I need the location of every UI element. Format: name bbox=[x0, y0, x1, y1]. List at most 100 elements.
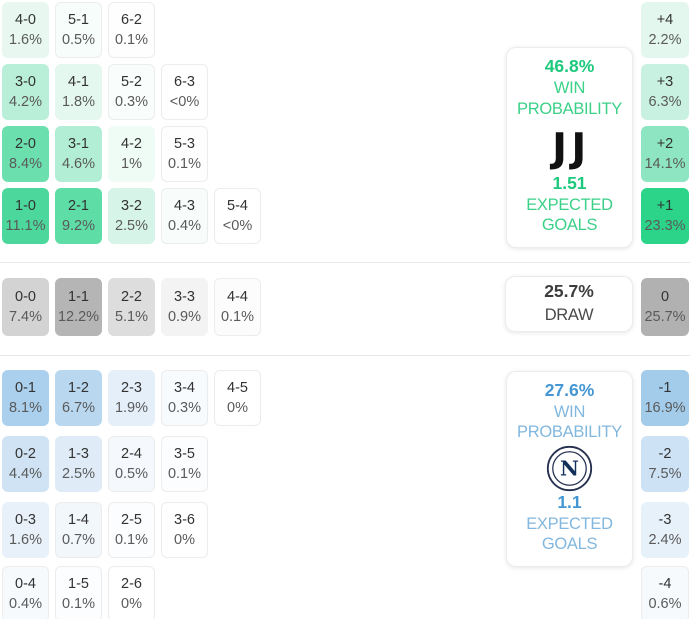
cell-score-label: 3-2 bbox=[121, 198, 142, 214]
goal-diff-cell-plusminus-2: +2 14.1% bbox=[641, 126, 689, 182]
section-divider bbox=[0, 262, 690, 263]
home-expected-goals-label: EXPECTED GOALS bbox=[526, 195, 613, 235]
cell-probability: 0.6% bbox=[648, 595, 682, 612]
score-cell-5-1: 5-1 0.5% bbox=[55, 2, 102, 58]
cell-probability: 4.4% bbox=[8, 465, 43, 482]
goal-diff-cell-0: 0 25.7% bbox=[641, 278, 689, 336]
score-cell-4-2: 4-2 1% bbox=[108, 126, 155, 182]
score-cell-4-1: 4-1 1.8% bbox=[55, 64, 102, 120]
cell-score-label: 0-2 bbox=[15, 446, 36, 462]
cell-probability: 7.4% bbox=[8, 308, 43, 325]
cell-score-label: 2-1 bbox=[68, 198, 89, 214]
score-cell-5-2: 5-2 0.3% bbox=[108, 64, 155, 120]
cell-probability: 2.4% bbox=[648, 531, 682, 548]
cell-score-label: 4-0 bbox=[15, 12, 36, 28]
score-cell-1-0: 1-0 11.1% bbox=[2, 188, 49, 244]
cell-probability: 5.1% bbox=[114, 308, 149, 325]
cell-probability: 0% bbox=[174, 531, 195, 548]
juventus-logo: J J bbox=[546, 122, 594, 172]
cell-score-label: +2 bbox=[656, 136, 674, 152]
away-win-probability-value: 27.6% bbox=[544, 380, 595, 400]
cell-score-label: +3 bbox=[656, 74, 674, 90]
cell-score-label: 5-2 bbox=[121, 74, 142, 90]
cell-probability: 25.7% bbox=[644, 308, 686, 325]
cell-score-label: 5-3 bbox=[174, 136, 195, 152]
score-cell-4-3: 4-3 0.4% bbox=[161, 188, 208, 244]
section-divider bbox=[0, 355, 690, 356]
score-cell-5-4: 5-4 <0% bbox=[214, 188, 261, 244]
away-expected-goals-label: EXPECTED GOALS bbox=[526, 514, 613, 554]
cell-score-label: 1-0 bbox=[15, 198, 36, 214]
cell-probability: 1.6% bbox=[8, 31, 43, 48]
cell-probability: 2.5% bbox=[61, 465, 96, 482]
cell-score-label: 0-3 bbox=[15, 512, 36, 528]
goal-diff-cell-plusminus-4: +4 2.2% bbox=[641, 2, 689, 58]
cell-score-label: -1 bbox=[658, 380, 672, 396]
score-cell-2-5: 2-5 0.1% bbox=[108, 502, 155, 558]
score-cell-0-0: 0-0 7.4% bbox=[2, 278, 49, 336]
score-cell-3-3: 3-3 0.9% bbox=[161, 278, 208, 336]
cell-score-label: 4-5 bbox=[227, 380, 248, 396]
cell-probability: 6.3% bbox=[648, 93, 682, 110]
score-cell-1-4: 1-4 0.7% bbox=[55, 502, 102, 558]
score-cell-0-4: 0-4 0.4% bbox=[2, 566, 49, 619]
home-win-probability-label: WIN PROBABILITY bbox=[517, 79, 622, 118]
cell-score-label: 3-4 bbox=[174, 380, 195, 396]
score-cell-2-2: 2-2 5.1% bbox=[108, 278, 155, 336]
goal-diff-cell-minus-4: -4 0.6% bbox=[641, 566, 689, 619]
cell-probability: 11.1% bbox=[5, 217, 46, 234]
home-win-panel: 46.8% WIN PROBABILITY J J 1.51 EXPECTED … bbox=[506, 47, 633, 248]
cell-probability: 14.1% bbox=[644, 155, 686, 172]
cell-probability: 0.1% bbox=[61, 595, 96, 612]
cell-score-label: +4 bbox=[656, 12, 674, 28]
cell-probability: 12.2% bbox=[57, 308, 100, 325]
svg-text:N: N bbox=[560, 455, 579, 480]
cell-score-label: 1-1 bbox=[68, 289, 89, 305]
cell-score-label: 0-0 bbox=[15, 289, 36, 305]
cell-score-label: 4-2 bbox=[121, 136, 142, 152]
score-cell-3-0: 3-0 4.2% bbox=[2, 64, 49, 120]
cell-score-label: 2-0 bbox=[15, 136, 36, 152]
goal-diff-cell-minus-2: -2 7.5% bbox=[641, 436, 689, 492]
draw-label: DRAW bbox=[544, 306, 594, 325]
cell-probability: 23.3% bbox=[644, 217, 686, 234]
score-cell-1-5: 1-5 0.1% bbox=[55, 566, 102, 619]
cell-probability: 0.1% bbox=[114, 531, 149, 548]
score-cell-5-3: 5-3 0.1% bbox=[161, 126, 208, 182]
cell-score-label: 1-5 bbox=[68, 576, 89, 592]
score-cell-4-4: 4-4 0.1% bbox=[214, 278, 261, 336]
score-cell-0-2: 0-2 4.4% bbox=[2, 436, 49, 492]
cell-score-label: 3-0 bbox=[15, 74, 36, 90]
score-cell-0-1: 0-1 8.1% bbox=[2, 370, 49, 426]
cell-probability: 6.7% bbox=[61, 399, 96, 416]
cell-score-label: 0-4 bbox=[15, 576, 36, 592]
cell-probability: <0% bbox=[222, 217, 253, 234]
cell-probability: 1.8% bbox=[61, 93, 96, 110]
cell-probability: 0.7% bbox=[61, 531, 96, 548]
away-win-probability-label: WIN PROBABILITY bbox=[517, 402, 622, 442]
goal-diff-cell-plusminus-3: +3 6.3% bbox=[641, 64, 689, 120]
cell-probability: 8.4% bbox=[8, 155, 43, 172]
cell-score-label: 2-2 bbox=[121, 289, 142, 305]
cell-probability: 2.5% bbox=[114, 217, 149, 234]
cell-probability: 0.1% bbox=[114, 31, 149, 48]
score-cell-6-2: 6-2 0.1% bbox=[108, 2, 155, 58]
score-cell-1-3: 1-3 2.5% bbox=[55, 436, 102, 492]
svg-text:J: J bbox=[549, 125, 567, 171]
cell-probability: 0% bbox=[121, 595, 142, 612]
cell-score-label: 6-2 bbox=[121, 12, 142, 28]
cell-score-label: 2-4 bbox=[121, 446, 142, 462]
cell-score-label: 1-2 bbox=[68, 380, 89, 396]
cell-score-label: 1-3 bbox=[68, 446, 89, 462]
cell-score-label: 3-5 bbox=[174, 446, 195, 462]
score-cell-3-1: 3-1 4.6% bbox=[55, 126, 102, 182]
score-cell-1-1: 1-1 12.2% bbox=[55, 278, 102, 336]
cell-probability: 7.5% bbox=[648, 465, 682, 482]
score-cell-2-0: 2-0 8.4% bbox=[2, 126, 49, 182]
score-cell-6-3: 6-3 <0% bbox=[161, 64, 208, 120]
cell-score-label: 0 bbox=[660, 289, 670, 305]
away-win-panel: 27.6% WIN PROBABILITY N 1.1 EXPECTED GOA… bbox=[506, 371, 633, 567]
score-cell-1-2: 1-2 6.7% bbox=[55, 370, 102, 426]
cell-probability: 0.3% bbox=[114, 93, 149, 110]
